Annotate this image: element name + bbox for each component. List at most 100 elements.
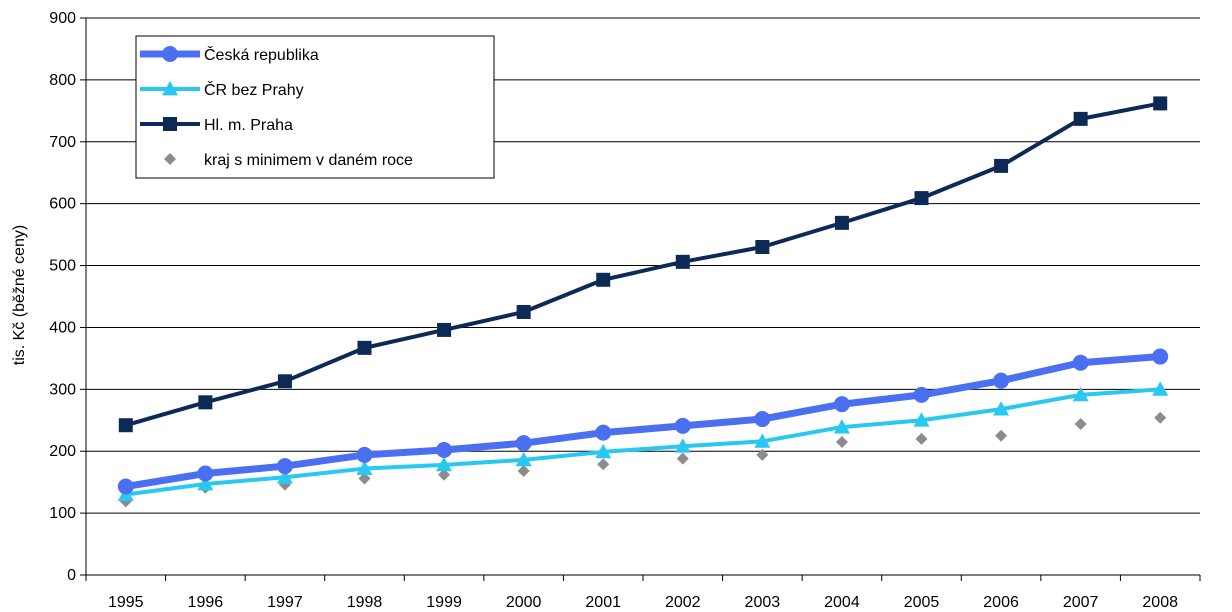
x-tick-label: 1999 [426, 594, 462, 611]
data-point [995, 429, 1008, 442]
y-tick-label: 100 [49, 505, 76, 522]
data-point [436, 441, 453, 458]
data-point [756, 448, 769, 461]
y-tick-label: 700 [49, 134, 76, 151]
y-tick-label: 300 [49, 381, 76, 398]
series-line [125, 387, 1161, 497]
data-point [597, 458, 610, 471]
data-point [197, 465, 214, 482]
data-point [276, 469, 293, 484]
data-point [754, 411, 771, 428]
data-point [1072, 354, 1089, 371]
data-point [913, 386, 930, 403]
data-point [198, 395, 213, 410]
data-point [117, 478, 134, 495]
data-point [1074, 417, 1087, 430]
data-point [438, 468, 451, 481]
data-point [1152, 381, 1169, 396]
series-circle [117, 348, 1169, 495]
data-point [356, 460, 373, 475]
x-tick-label: 2008 [1142, 594, 1178, 611]
legend-swatch-marker [164, 153, 176, 165]
legend-item: Hl. m. Praha [140, 117, 293, 134]
x-tick-label: 2002 [665, 594, 701, 611]
data-point [437, 322, 452, 337]
data-point [834, 215, 849, 230]
data-point [676, 452, 689, 465]
data-point [516, 304, 531, 319]
data-point [357, 340, 372, 355]
axes [80, 17, 1201, 581]
data-point [277, 374, 292, 389]
data-point [1073, 111, 1088, 126]
data-point [197, 476, 214, 491]
data-point [515, 451, 532, 467]
data-point [595, 443, 612, 459]
legend-label: Hl. m. Praha [204, 117, 293, 134]
x-tick-label: 1996 [188, 594, 224, 611]
legend-box [135, 35, 495, 179]
data-point [754, 433, 771, 448]
data-point [913, 412, 930, 427]
x-tick-label: 2004 [824, 594, 860, 611]
y-axis-title: tis. Kč (běžné ceny) [11, 225, 28, 366]
legend-swatch-marker [162, 46, 178, 62]
series-square [118, 96, 1168, 433]
legend-label: kraj s minimem v daném roce [204, 152, 413, 169]
data-point [595, 424, 612, 441]
x-tick-label: 2005 [904, 594, 940, 611]
y-tick-label: 800 [49, 72, 76, 89]
x-tick-label: 2001 [585, 594, 621, 611]
y-tick-label: 0 [67, 567, 76, 584]
data-point [1154, 411, 1167, 424]
data-point [517, 465, 530, 478]
data-point [674, 438, 691, 453]
data-point [436, 456, 453, 472]
legend-item: Česká republika [140, 45, 319, 64]
data-point [1072, 386, 1089, 402]
data-point [596, 272, 611, 287]
legend: Česká republika ČR bez Prahy Hl. m. Praha k… [135, 35, 495, 179]
x-tick-label: 2007 [1063, 594, 1099, 611]
y-tick-label: 200 [49, 443, 76, 460]
x-tick-label: 1998 [347, 594, 383, 611]
x-tick-label: 2006 [983, 594, 1019, 611]
x-tick-label: 1997 [267, 594, 303, 611]
legend-label: Česká republika [204, 45, 319, 64]
y-tick-label: 900 [49, 10, 76, 27]
data-point [674, 417, 691, 434]
data-point [755, 239, 770, 254]
y-tick-label: 500 [49, 258, 76, 275]
series-line [125, 101, 1161, 428]
x-tick-label: 2003 [745, 594, 781, 611]
y-tick-label: 600 [49, 196, 76, 213]
data-point [835, 435, 848, 448]
x-tick-label: 1995 [108, 594, 144, 611]
data-point [833, 396, 850, 413]
data-point [914, 191, 929, 206]
legend-swatch-marker [162, 81, 178, 96]
data-point [993, 372, 1010, 389]
x-tick-labels: 1995 1996 1997 1998 1999 2000 2001 2002 2003 2004… [108, 594, 1178, 611]
data-point [675, 254, 690, 269]
legend-swatch-marker [163, 117, 177, 131]
data-point [1153, 96, 1168, 111]
data-point [993, 401, 1010, 416]
legend-item: kraj s minimem v daném roce [164, 152, 413, 169]
x-tick-label: 2000 [506, 594, 542, 611]
data-point [118, 418, 133, 433]
data-point [833, 419, 850, 434]
data-point [358, 472, 371, 485]
legend-label: ČR bez Prahy [204, 80, 304, 99]
series-line [125, 353, 1161, 490]
data-point [915, 432, 928, 445]
y-tick-label: 400 [49, 319, 76, 336]
y-tick-labels: 0 100 200 300 400 500 600 700 800 900 [49, 10, 76, 584]
data-point [994, 158, 1009, 173]
series-triangle [117, 381, 1169, 501]
data-point [356, 446, 373, 463]
series-group [117, 96, 1169, 508]
data-point [276, 458, 293, 475]
legend-item: ČR bez Prahy [140, 80, 304, 99]
